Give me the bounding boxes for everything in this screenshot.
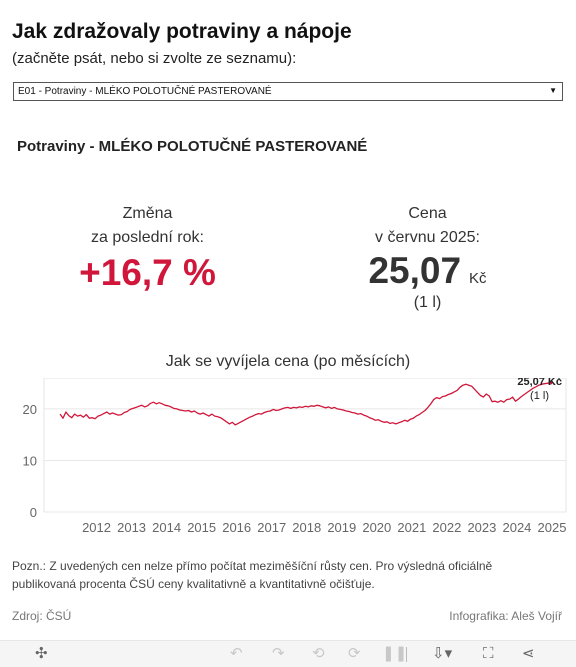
item-selector-dropdown[interactable]: E01 - Potraviny - MLÉKO POLOTUČNÉ PASTER…	[13, 82, 563, 101]
viz-toolbar: ✣ ↶ ↷ ⟲ ⟳ ❚❚ ⇩▾ ⛶ ⋖	[0, 640, 576, 667]
kpi-change-label-1: Změna	[122, 205, 173, 222]
y-tick-label: 10	[23, 453, 37, 468]
item-selector-value: E01 - Potraviny - MLÉKO POLOTUČNÉ PASTER…	[18, 86, 272, 97]
series-line[interactable]	[59, 382, 551, 426]
x-tick-label: 2014	[152, 520, 181, 535]
kpi-price-label-2: v červnu 2025:	[375, 229, 480, 246]
redo-icon[interactable]: ↷	[272, 645, 285, 662]
chart-title: Jak se vyvíjela cena (po měsících)	[165, 353, 411, 370]
x-tick-label: 2016	[222, 520, 251, 535]
source-text: Zdroj: ČSÚ	[12, 609, 72, 623]
x-tick-label: 2018	[292, 520, 321, 535]
x-tick-label: 2023	[467, 520, 496, 535]
kpi-price-value: 25,07	[368, 250, 462, 291]
refresh-icon[interactable]: ⟳	[348, 645, 361, 662]
kpi-price-label-1: Cena	[408, 205, 447, 222]
note-text: Pozn.: Z uvedených cen nelze přímo počít…	[12, 559, 493, 591]
y-tick-label: 0	[30, 505, 37, 520]
x-tick-label: 2025	[538, 520, 567, 535]
y-tick-label: 20	[23, 402, 37, 417]
item-title: Potraviny - MLÉKO POLOTUČNÉ PASTEROVANÉ	[17, 138, 368, 155]
page-subtitle: (začněte psát, nebo si zvolte ze seznamu…	[12, 50, 297, 67]
last-data-point[interactable]	[548, 380, 553, 385]
kpi-price: Cena v červnu 2025: 25,07 Kč (1 l)	[340, 202, 515, 312]
x-tick-label: 2017	[257, 520, 286, 535]
fullscreen-icon[interactable]: ⛶	[483, 645, 494, 662]
dropdown-arrow-icon[interactable]: ▼	[549, 86, 557, 95]
share-icon[interactable]: ⋖	[522, 645, 535, 662]
credit-text[interactable]: Infografika: Aleš Vojíř	[449, 609, 562, 623]
kpi-change-value: +16,7 %	[79, 252, 216, 293]
undo-icon[interactable]: ↶	[230, 645, 243, 662]
revert-icon[interactable]: ⟲	[312, 645, 325, 662]
x-tick-label: 2024	[502, 520, 531, 535]
x-tick-label: 2020	[362, 520, 391, 535]
x-tick-label: 2015	[187, 520, 216, 535]
kpi-change: Změna za poslední rok: +16,7 %	[60, 202, 235, 294]
x-tick-label: 2012	[82, 520, 111, 535]
page-title: Jak zdražovaly potraviny a nápoje	[12, 20, 352, 43]
x-tick-label: 2013	[117, 520, 146, 535]
tableau-logo-icon[interactable]: ✣	[35, 645, 48, 662]
price-line-chart[interactable]: 0 10 20 2012 2013 2014 2015 2016 2017 2018 2019 202…	[0, 378, 576, 543]
x-tick-label: 2021	[397, 520, 426, 535]
kpi-change-label-2: za poslední rok:	[91, 229, 204, 246]
plot-frame	[43, 378, 567, 513]
x-tick-label: 2022	[432, 520, 461, 535]
x-tick-label: 2019	[327, 520, 356, 535]
download-icon[interactable]: ⇩▾	[432, 645, 453, 662]
toolbar-divider	[406, 647, 407, 662]
kpi-price-unit: Kč	[469, 270, 487, 287]
last-value-annotation: 25,07 Kč	[517, 378, 562, 388]
pause-icon[interactable]: ❚❚	[382, 645, 408, 662]
last-value-unit-annotation: (1 l)	[530, 390, 549, 402]
kpi-price-quantity: (1 l)	[413, 294, 442, 311]
